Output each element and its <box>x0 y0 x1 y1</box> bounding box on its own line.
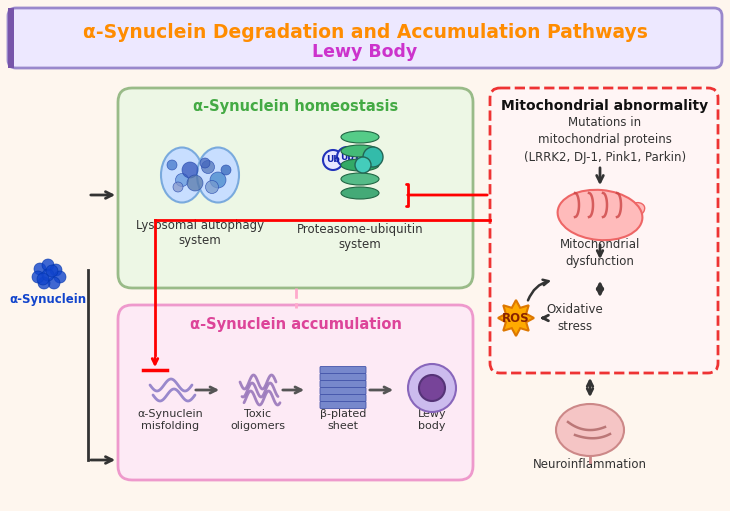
Bar <box>8 8 14 68</box>
Ellipse shape <box>558 190 642 240</box>
Text: Ub: Ub <box>326 155 340 165</box>
Circle shape <box>42 269 54 281</box>
Text: Ub: Ub <box>340 152 354 161</box>
FancyBboxPatch shape <box>320 374 366 381</box>
FancyBboxPatch shape <box>8 8 722 68</box>
Circle shape <box>419 375 445 401</box>
FancyBboxPatch shape <box>320 381 366 387</box>
Circle shape <box>34 263 46 275</box>
FancyBboxPatch shape <box>320 394 366 402</box>
Circle shape <box>42 259 54 271</box>
Circle shape <box>187 175 203 191</box>
FancyBboxPatch shape <box>320 402 366 408</box>
Circle shape <box>337 147 357 167</box>
Text: ROS: ROS <box>502 312 530 324</box>
Ellipse shape <box>341 131 379 143</box>
Circle shape <box>355 157 371 173</box>
Text: Lewy Body: Lewy Body <box>312 43 418 61</box>
Circle shape <box>46 265 58 277</box>
Ellipse shape <box>341 187 379 199</box>
Text: Oxidative
stress: Oxidative stress <box>547 303 604 333</box>
Text: Lewy
body: Lewy body <box>418 409 446 431</box>
Circle shape <box>173 182 183 192</box>
Circle shape <box>54 271 66 283</box>
Text: Mitochondrial abnormality: Mitochondrial abnormality <box>502 99 709 113</box>
FancyBboxPatch shape <box>320 366 366 374</box>
Text: α-Synuclein accumulation: α-Synuclein accumulation <box>190 317 402 333</box>
Text: α-Synuclein
misfolding: α-Synuclein misfolding <box>137 409 203 431</box>
Circle shape <box>167 160 177 170</box>
Circle shape <box>221 165 231 175</box>
Circle shape <box>408 364 456 412</box>
Ellipse shape <box>341 173 379 185</box>
Text: Lysosomal autophagy
system: Lysosomal autophagy system <box>136 219 264 247</box>
Text: β-plated
sheet: β-plated sheet <box>320 409 366 431</box>
Ellipse shape <box>341 159 379 171</box>
Circle shape <box>323 150 343 170</box>
Circle shape <box>175 174 188 187</box>
Ellipse shape <box>161 148 203 202</box>
Circle shape <box>200 158 210 168</box>
Ellipse shape <box>626 202 645 217</box>
Text: Mutations in
mitochondrial proteins
(LRRK2, DJ-1, Pink1, Parkin): Mutations in mitochondrial proteins (LRR… <box>524 115 686 165</box>
Circle shape <box>210 172 226 188</box>
Ellipse shape <box>556 404 624 456</box>
Text: α-Synuclein: α-Synuclein <box>9 293 87 307</box>
Circle shape <box>201 160 215 174</box>
Circle shape <box>38 277 50 289</box>
FancyBboxPatch shape <box>118 305 473 480</box>
Text: α-Synuclein homeostasis: α-Synuclein homeostasis <box>193 100 399 114</box>
Ellipse shape <box>197 148 239 202</box>
Text: Proteasome-ubiquitin
system: Proteasome-ubiquitin system <box>296 223 423 251</box>
Circle shape <box>363 147 383 167</box>
Circle shape <box>50 264 62 276</box>
Circle shape <box>37 273 49 285</box>
Circle shape <box>48 277 60 289</box>
Text: Mitochondrial
dysfunction: Mitochondrial dysfunction <box>560 238 640 268</box>
Text: α-Synuclein Degradation and Accumulation Pathways: α-Synuclein Degradation and Accumulation… <box>82 22 648 41</box>
Polygon shape <box>498 300 534 336</box>
Circle shape <box>182 162 198 178</box>
Ellipse shape <box>341 145 379 157</box>
Circle shape <box>206 180 218 194</box>
FancyBboxPatch shape <box>320 387 366 394</box>
Text: Toxic
oligomers: Toxic oligomers <box>231 409 285 431</box>
Text: Neuroinflammation: Neuroinflammation <box>533 458 647 472</box>
FancyBboxPatch shape <box>118 88 473 288</box>
Circle shape <box>32 271 44 283</box>
FancyBboxPatch shape <box>490 88 718 373</box>
